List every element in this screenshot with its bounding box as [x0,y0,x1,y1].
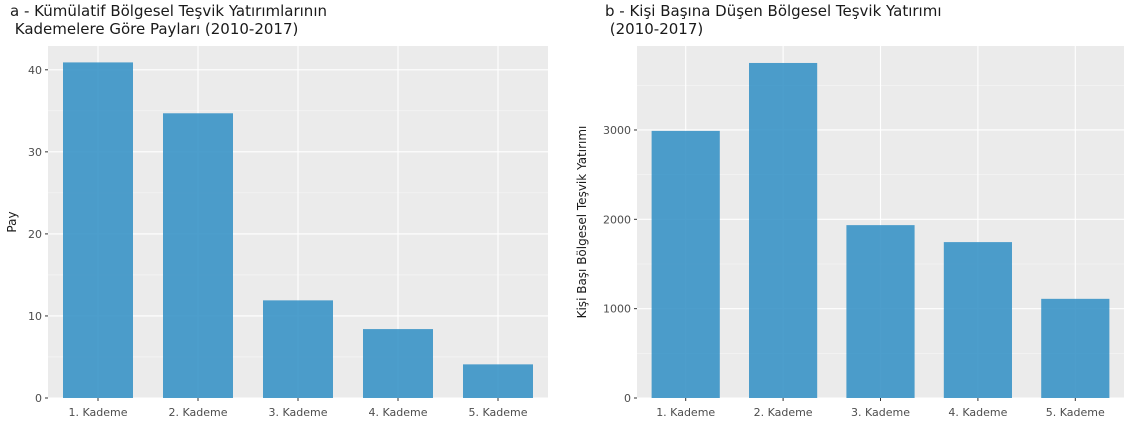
y-tick-label: 1000 [603,303,631,316]
bar [1041,298,1110,398]
y-tick-label: 30 [28,146,42,159]
chart-b-title: b - Kişi Başına Düşen Bölgesel Teşvik Ya… [605,2,942,38]
bar [363,329,433,398]
y-tick-label: 20 [28,228,42,241]
x-tick-label: 4. Kademe [948,406,1007,419]
bar [846,225,915,398]
x-tick-label: 1. Kademe [656,406,715,419]
x-tick-label: 5. Kademe [469,406,528,419]
x-tick-label: 2. Kademe [754,406,813,419]
y-tick-label: 40 [28,64,42,77]
bar [163,113,233,399]
x-tick-label: 1. Kademe [69,406,128,419]
y-tick-label: 10 [28,310,42,323]
bar [943,242,1012,398]
y-tick-label: 0 [35,392,42,405]
x-tick-label: 3. Kademe [851,406,910,419]
bar [263,300,333,398]
chart-b: 0 1000 2000 3000 1. Kademe 2. Kademe 3. Kademe… [575,46,1124,419]
x-tick-label: 5. Kademe [1046,406,1105,419]
x-tick-label: 3. Kademe [269,406,328,419]
y-axis-title: Kişi Başı Bölgesel Teşvik Yatırımı [575,126,589,319]
y-tick-label: 3000 [603,124,631,137]
bar [463,364,533,398]
x-tick-label: 2. Kademe [169,406,228,419]
bar [651,130,720,398]
chart-a-title: a - Kümülatif Bölgesel Teşvik Yatırımlar… [10,2,327,38]
y-tick-label: 2000 [603,213,631,226]
x-tick-label: 4. Kademe [369,406,428,419]
bar [63,62,133,399]
chart-a: 0 10 20 30 40 1. Kademe 2. Kademe 3. Kademe 4. K… [5,46,548,419]
y-axis-title: Pay [5,211,19,232]
bar [749,62,818,399]
y-tick-label: 0 [624,392,631,405]
